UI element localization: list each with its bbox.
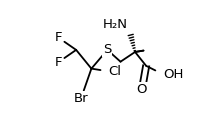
Text: F: F bbox=[54, 31, 62, 44]
Text: H₂N: H₂N bbox=[103, 18, 128, 32]
Text: Cl: Cl bbox=[109, 65, 122, 78]
Text: Br: Br bbox=[74, 92, 88, 105]
Text: S: S bbox=[103, 43, 112, 56]
Text: F: F bbox=[54, 56, 62, 69]
Text: H₂N: H₂N bbox=[103, 18, 128, 32]
Text: OH: OH bbox=[163, 68, 183, 81]
Text: O: O bbox=[137, 83, 147, 96]
